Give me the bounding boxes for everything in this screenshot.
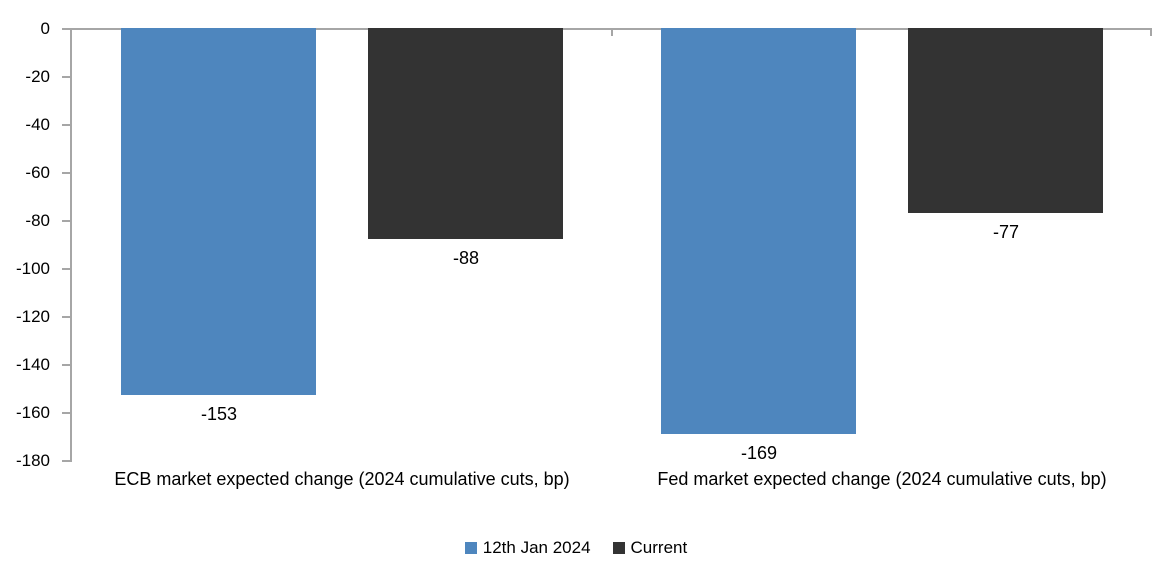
y-axis-tick-label: -180 bbox=[15, 451, 50, 470]
y-axis-tick-label: -40 bbox=[25, 115, 50, 134]
y-axis-tick-label: 0 bbox=[40, 19, 50, 38]
y-axis-tick-label: -60 bbox=[25, 163, 50, 182]
legend-label: Current bbox=[630, 538, 688, 557]
bar-current-fed bbox=[908, 28, 1103, 213]
bar-current-ecb bbox=[368, 28, 563, 239]
bar-value-label: -153 bbox=[200, 404, 238, 424]
y-axis-line bbox=[70, 28, 72, 462]
x-axis-line bbox=[62, 28, 1152, 30]
category-label: ECB market expected change (2024 cumulat… bbox=[114, 469, 570, 489]
legend-swatch bbox=[464, 542, 477, 554]
y-axis-tick bbox=[62, 172, 70, 174]
y-axis-tick-label: -80 bbox=[25, 211, 50, 230]
x-axis-tick bbox=[611, 28, 613, 36]
y-axis-tick bbox=[62, 316, 70, 318]
y-axis-tick bbox=[62, 124, 70, 126]
legend-item: 12th Jan 2024 bbox=[464, 538, 591, 558]
x-axis-tick bbox=[1150, 28, 1152, 36]
y-axis-tick bbox=[62, 364, 70, 366]
y-axis-tick-label: -140 bbox=[15, 355, 50, 374]
bar-value-label: -88 bbox=[452, 248, 480, 268]
bar-value-label: -169 bbox=[740, 443, 778, 463]
legend-item: Current bbox=[612, 538, 688, 558]
y-axis-tick-label: -20 bbox=[25, 67, 50, 86]
bar-value-label: -77 bbox=[992, 222, 1020, 242]
y-axis-tick bbox=[62, 76, 70, 78]
y-axis-tick bbox=[62, 28, 70, 30]
y-axis-tick-label: -120 bbox=[15, 307, 50, 326]
y-axis-tick bbox=[62, 412, 70, 414]
y-axis-tick bbox=[62, 460, 70, 462]
bar-jan-ecb bbox=[121, 28, 316, 395]
y-axis-tick-label: -100 bbox=[15, 259, 50, 278]
y-axis-tick bbox=[62, 220, 70, 222]
legend-label: 12th Jan 2024 bbox=[482, 538, 591, 557]
y-axis-tick-label: -160 bbox=[15, 403, 50, 422]
y-axis-tick bbox=[62, 268, 70, 270]
category-label: Fed market expected change (2024 cumulat… bbox=[657, 469, 1107, 489]
legend: 12th Jan 2024 Current bbox=[0, 538, 1152, 558]
legend-swatch bbox=[612, 542, 625, 554]
bar-jan-fed bbox=[661, 28, 856, 434]
